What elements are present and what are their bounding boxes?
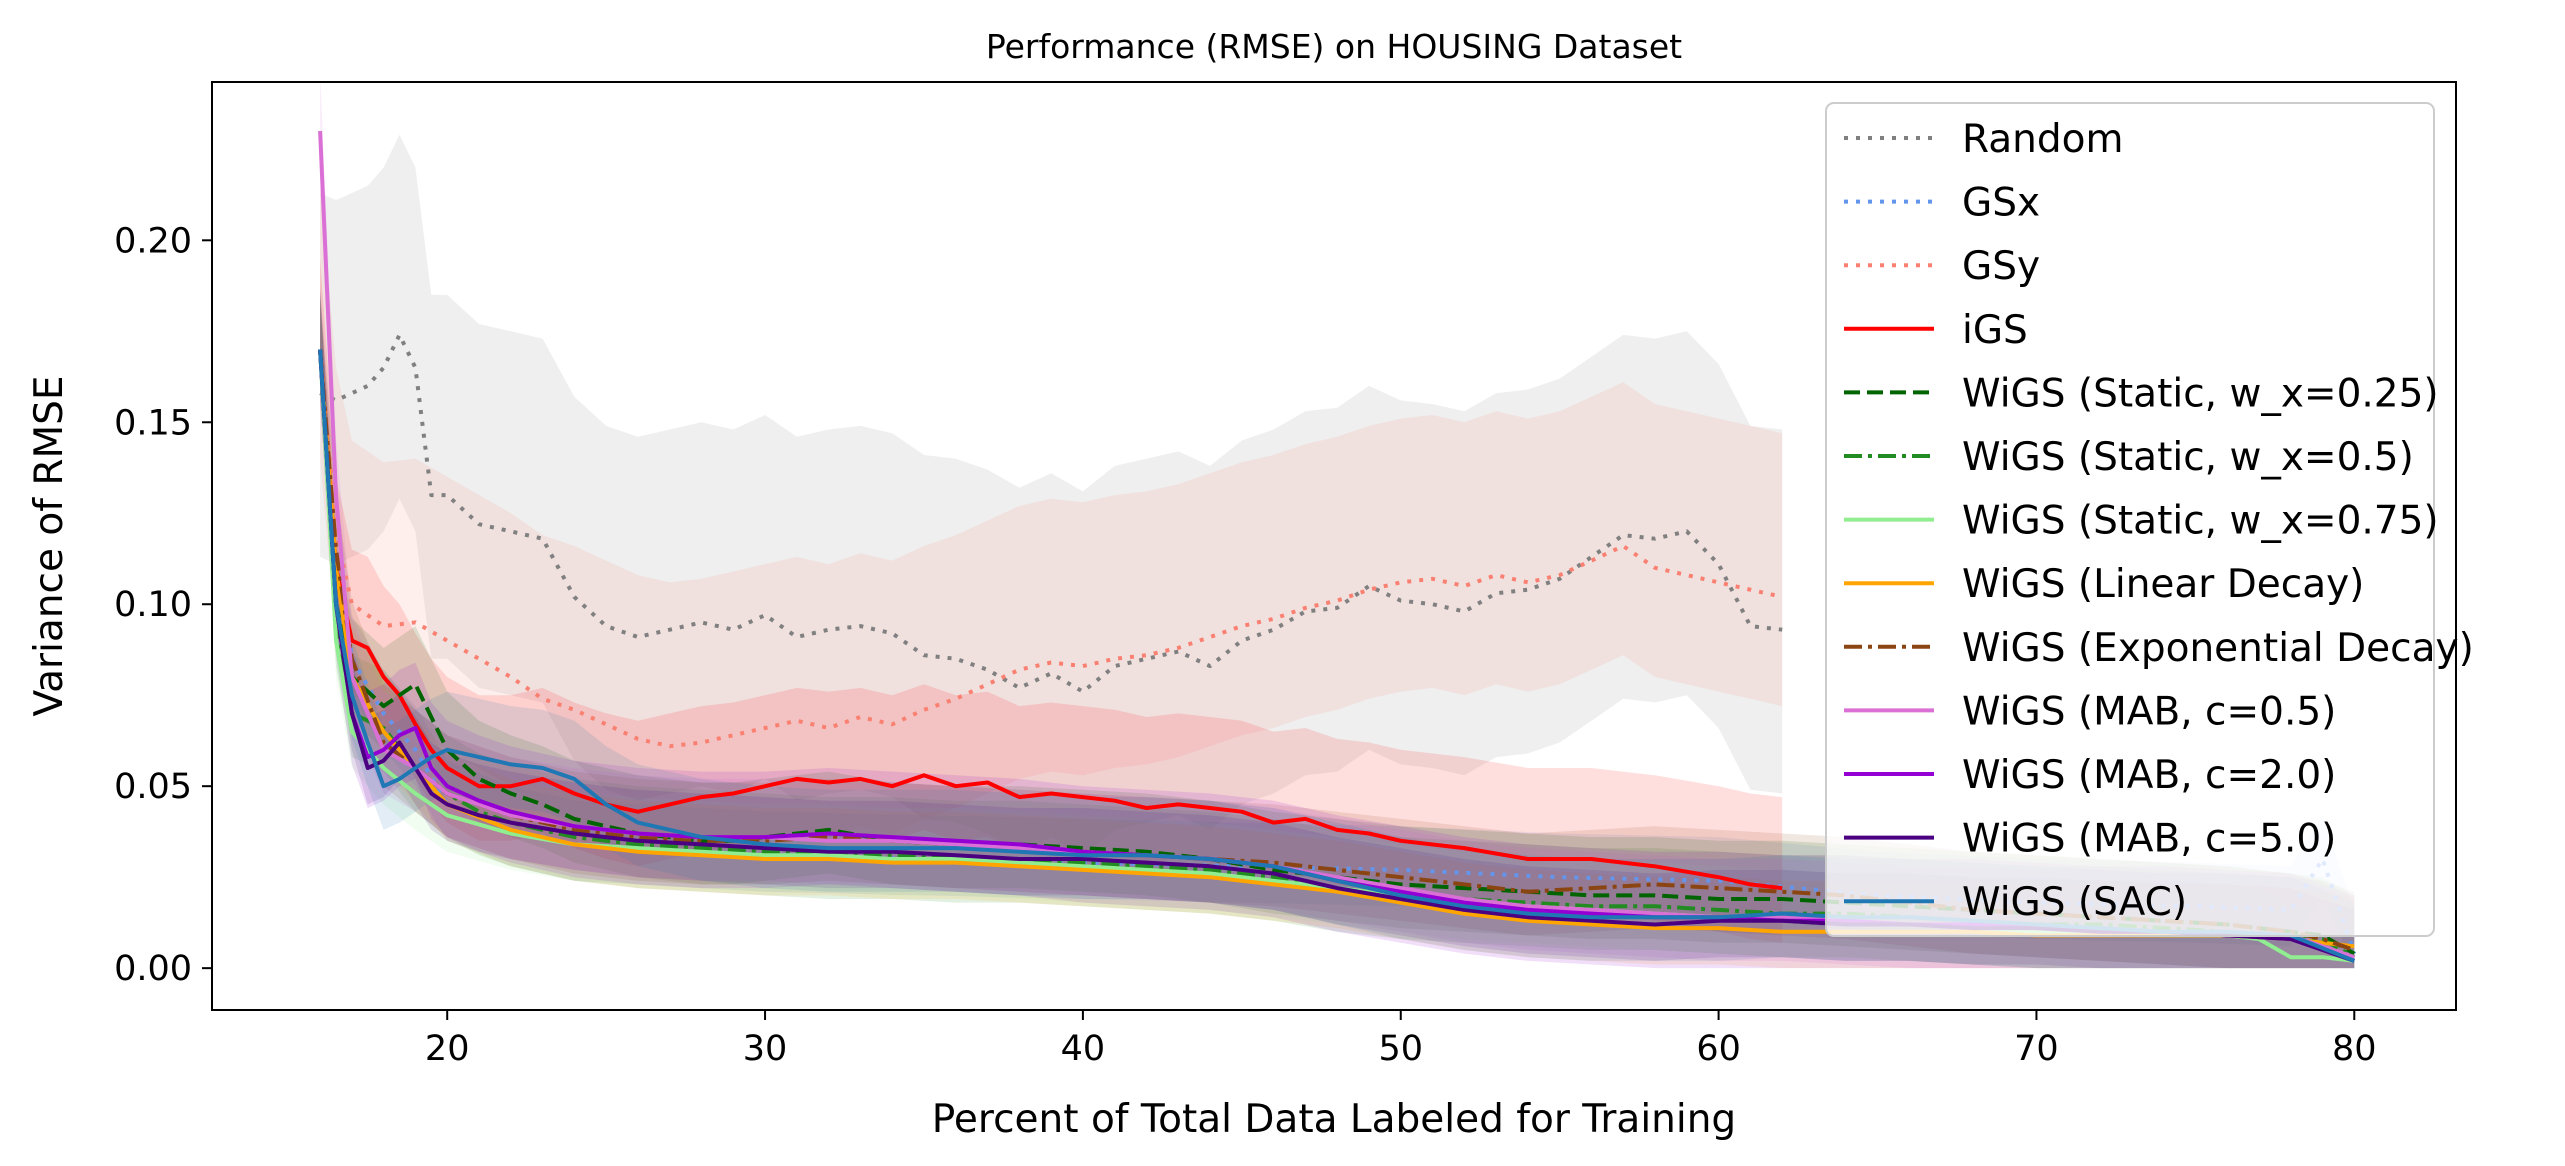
legend-label-wigs-mab-c-2-0: WiGS (MAB, c=2.0)	[1962, 753, 2336, 798]
y-tick-label: 0.10	[114, 585, 192, 625]
legend-label-gsx: GSx	[1962, 181, 2040, 226]
band-wigs-mab-c-2-0	[320, 284, 2355, 969]
x-tick-label: 20	[425, 1029, 470, 1069]
band-wigs-sac	[320, 291, 2355, 969]
band-igs	[320, 258, 1783, 943]
series-line-gsy	[318, 349, 1783, 749]
legend-label-wigs-linear-decay: WiGS (Linear Decay)	[1962, 562, 2364, 607]
band-wigs-exponential-decay	[320, 291, 2355, 969]
x-tick-label: 40	[1061, 1029, 1106, 1069]
y-tick-label: 0.20	[114, 221, 192, 261]
legend-frame	[1825, 102, 2435, 937]
legend-label-wigs-static-w-x-0-25: WiGS (Static, w_x=0.25)	[1962, 371, 2439, 416]
legend-label-wigs-exponential-decay: WiGS (Exponential Decay)	[1962, 626, 2474, 671]
legend-label-gsy: GSy	[1962, 244, 2040, 289]
y-axis: 0.00 0.05 0.10 0.15 0.20	[114, 221, 212, 989]
series-line-igs	[318, 349, 1783, 891]
y-tick-label: 0.05	[114, 767, 192, 807]
plot-frame	[211, 81, 2457, 1011]
band-wigs-static-w-x-0-25	[320, 291, 2355, 969]
legend: Random GSx GSy iGS WiGS (Static, w_x=0.25) Wi…	[1825, 102, 2474, 937]
y-axis-label: Variance of RMSE	[27, 375, 72, 716]
y-tick-label: 0.15	[114, 403, 192, 443]
legend-label-wigs-static-w-x-0-5: WiGS (Static, w_x=0.5)	[1962, 435, 2414, 480]
legend-label-wigs-static-w-x-0-75: WiGS (Static, w_x=0.75)	[1962, 499, 2439, 544]
x-tick-label: 50	[1378, 1029, 1423, 1069]
legend-label-igs: iGS	[1962, 308, 2028, 353]
x-tick-label: 70	[2014, 1029, 2059, 1069]
y-tick-label: 0.00	[114, 949, 192, 989]
x-tick-label: 30	[743, 1029, 788, 1069]
legend-label-wigs-mab-c-5-0: WiGS (MAB, c=5.0)	[1962, 817, 2336, 862]
x-axis-label: Percent of Total Data Labeled for Traini…	[932, 1097, 1736, 1142]
band-wigs-static-w-x-0-5	[320, 291, 2355, 969]
series-line-wigs-static-w-x-0-25	[318, 349, 2356, 956]
legend-label-wigs-sac: WiGS (SAC)	[1962, 880, 2187, 925]
chart-title: Performance (RMSE) on HOUSING Dataset	[986, 27, 1682, 66]
band-random	[320, 134, 1783, 856]
legend-label-random: Random	[1962, 117, 2123, 162]
band-gsy	[320, 185, 1783, 856]
x-tick-label: 60	[1696, 1029, 1741, 1069]
x-tick-label: 80	[2332, 1029, 2377, 1069]
legend-label-wigs-mab-c-0-5: WiGS (MAB, c=0.5)	[1962, 689, 2336, 734]
x-axis: 20 30 40 50 60 70 80	[425, 1010, 2377, 1069]
